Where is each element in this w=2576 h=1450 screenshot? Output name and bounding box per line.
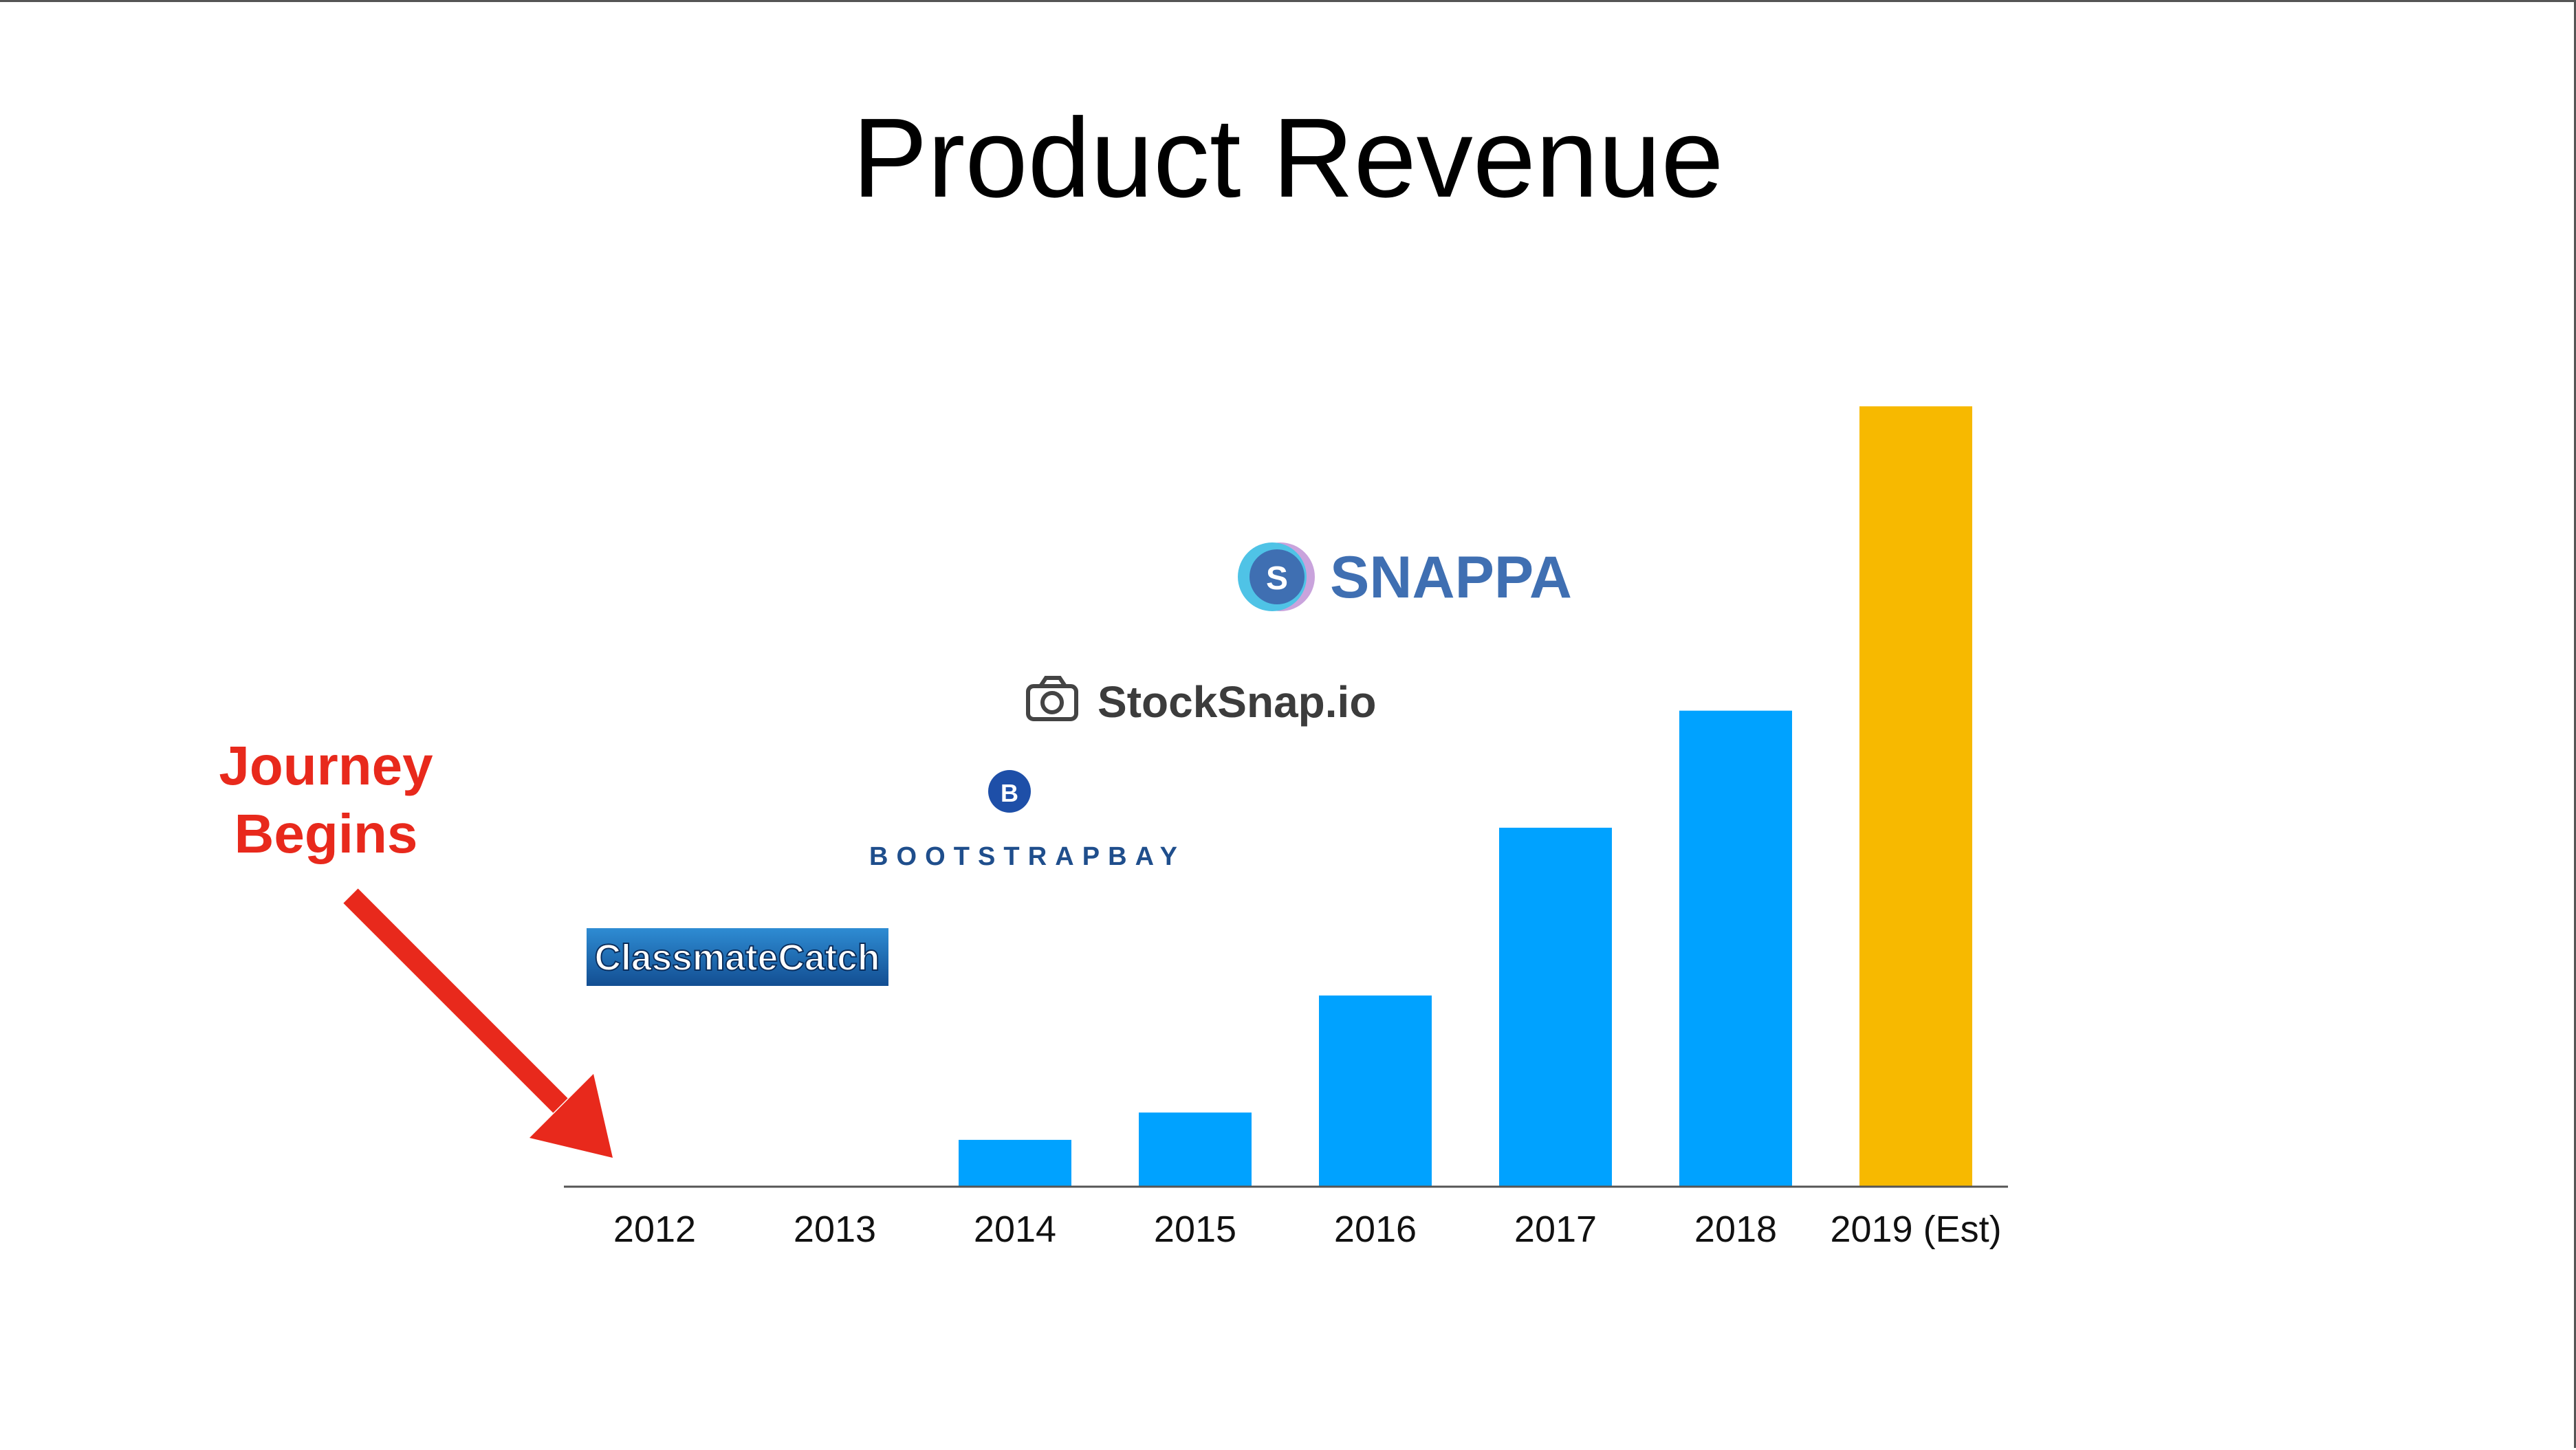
x-tick-label-2018: 2018 — [1694, 1209, 1777, 1250]
bar-2018 — [1679, 710, 1792, 1187]
x-tick-label-2017: 2017 — [1514, 1209, 1597, 1250]
camera-icon — [1026, 676, 1078, 721]
snappa-text: SNAPPA — [1330, 545, 1572, 611]
x-tick-label-2015: 2015 — [1154, 1209, 1236, 1250]
x-tick-label-2019-est: 2019 (Est) — [1830, 1209, 2001, 1250]
bar-2019-est — [1859, 406, 1972, 1187]
classmatecatch-logo: ClassmateCatch — [587, 928, 888, 986]
bootstrapbay-logo: B BOOTSTRAPBAY — [869, 770, 1177, 871]
bar-2015 — [1139, 1112, 1252, 1187]
classmatecatch-text: ClassmateCatch — [595, 937, 880, 978]
journey-label-line2: Begins — [234, 803, 418, 864]
bootstrapbay-text: BOOTSTRAPBAY — [869, 842, 1177, 871]
bar-2017 — [1499, 827, 1612, 1187]
x-tick-label-2012: 2012 — [613, 1209, 696, 1250]
x-tick-labels: 2012 2013 2014 2015 2016 2017 2018 2019 (Est) — [613, 1209, 2002, 1250]
snappa-logo: S SNAPPA — [1238, 542, 1572, 611]
x-tick-label-2014: 2014 — [974, 1209, 1056, 1250]
bar-2014 — [959, 1139, 1071, 1187]
bar-2016 — [1319, 995, 1432, 1187]
stocksnap-logo: StockSnap.io — [1026, 676, 1376, 727]
x-tick-label-2013: 2013 — [794, 1209, 876, 1250]
snappa-icon — [1249, 549, 1305, 604]
bootstrapbay-icon — [988, 770, 1031, 813]
bootstrapbay-icon-letter: B — [1001, 779, 1018, 807]
stocksnap-text: StockSnap.io — [1098, 677, 1376, 727]
journey-label-line1: Journey — [219, 735, 433, 796]
x-tick-label-2016: 2016 — [1334, 1209, 1417, 1250]
chart-title: Product Revenue — [852, 95, 1723, 221]
bars-group — [959, 406, 1972, 1187]
snappa-icon-letter: S — [1266, 560, 1288, 597]
journey-arrow — [343, 888, 613, 1158]
